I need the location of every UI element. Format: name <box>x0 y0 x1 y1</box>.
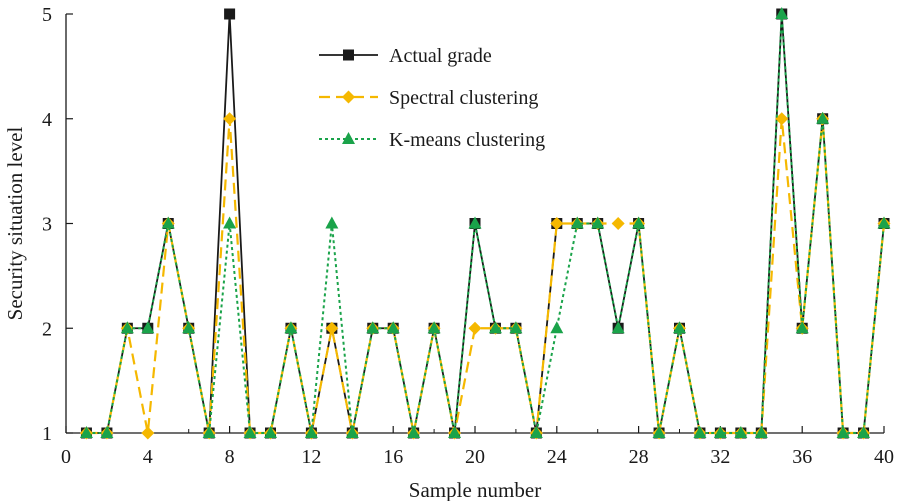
data-point <box>754 426 768 438</box>
x-tick-label: 16 <box>383 446 403 468</box>
x-tick-label: 32 <box>710 446 730 468</box>
legend: Actual grade Spectral clustering K-means c… <box>319 45 545 151</box>
series-layer <box>79 7 891 440</box>
data-point <box>223 216 237 229</box>
x-tick-label: 36 <box>792 446 812 468</box>
data-point <box>509 321 523 334</box>
x-tick-label: 0 <box>61 446 71 468</box>
data-point <box>570 216 584 229</box>
data-point <box>734 426 748 438</box>
x-tick-label: 40 <box>874 446 894 468</box>
y-tick-label: 3 <box>42 214 52 236</box>
data-point <box>775 7 789 19</box>
data-point <box>182 321 196 334</box>
x-tick-label: 20 <box>465 446 485 468</box>
data-point <box>529 426 543 438</box>
data-point <box>120 321 134 334</box>
data-point <box>448 426 462 438</box>
data-point <box>427 321 441 334</box>
data-point <box>816 111 830 124</box>
data-point <box>468 321 482 335</box>
legend-label: Actual grade <box>389 45 492 67</box>
x-tick-label: 24 <box>547 446 567 468</box>
data-point <box>775 112 789 126</box>
data-point <box>79 426 93 438</box>
data-point <box>243 426 257 438</box>
data-point <box>488 321 502 334</box>
y-tick-label: 4 <box>42 109 52 131</box>
data-point <box>836 426 850 438</box>
data-point <box>100 426 114 438</box>
data-point <box>693 426 707 438</box>
data-point <box>407 426 421 438</box>
data-point <box>673 321 686 334</box>
data-point <box>795 321 809 334</box>
series-line <box>86 117 886 435</box>
data-point <box>632 216 646 229</box>
legend-entry: K-means clustering <box>319 129 545 151</box>
data-point <box>141 321 155 334</box>
legend-label: K-means clustering <box>389 129 545 151</box>
data-point <box>345 426 359 438</box>
data-point <box>386 321 400 334</box>
x-tick-label: 4 <box>143 446 153 468</box>
series-actual-grade <box>80 8 890 439</box>
legend-label: Spectral clustering <box>389 87 538 109</box>
data-point <box>202 426 216 438</box>
data-point <box>611 321 625 334</box>
data-point <box>611 217 625 230</box>
data-point <box>264 426 277 438</box>
x-axis-title: Sample number <box>409 478 541 501</box>
data-point <box>284 321 298 334</box>
data-point <box>161 216 175 229</box>
legend-marker <box>343 49 354 61</box>
series-line <box>86 13 885 434</box>
series-k-means-clustering <box>79 7 891 438</box>
y-tick-label: 1 <box>42 423 52 445</box>
data-point <box>325 216 339 229</box>
x-tick-label: 12 <box>301 446 321 468</box>
data-point <box>591 216 605 229</box>
data-point <box>366 321 380 334</box>
data-point <box>223 112 237 126</box>
data-point <box>224 8 236 20</box>
data-point <box>550 217 564 230</box>
y-tick-label: 5 <box>42 4 52 26</box>
x-tick-label: 28 <box>629 446 649 468</box>
legend-marker <box>342 90 355 104</box>
legend-entry: Actual grade <box>319 45 492 67</box>
data-point <box>141 426 155 440</box>
legend-entry: Spectral clustering <box>319 87 538 109</box>
data-point <box>877 216 891 229</box>
data-point <box>550 321 564 334</box>
data-point <box>857 426 871 438</box>
data-point <box>652 426 666 438</box>
data-point <box>468 216 482 229</box>
y-tick-label: 2 <box>42 318 52 340</box>
legend-marker <box>342 132 355 144</box>
data-point <box>304 426 318 438</box>
data-point <box>325 321 339 335</box>
y-axis-title: Security situation level <box>3 127 27 321</box>
x-tick-label: 8 <box>225 446 235 468</box>
data-point <box>713 426 727 438</box>
